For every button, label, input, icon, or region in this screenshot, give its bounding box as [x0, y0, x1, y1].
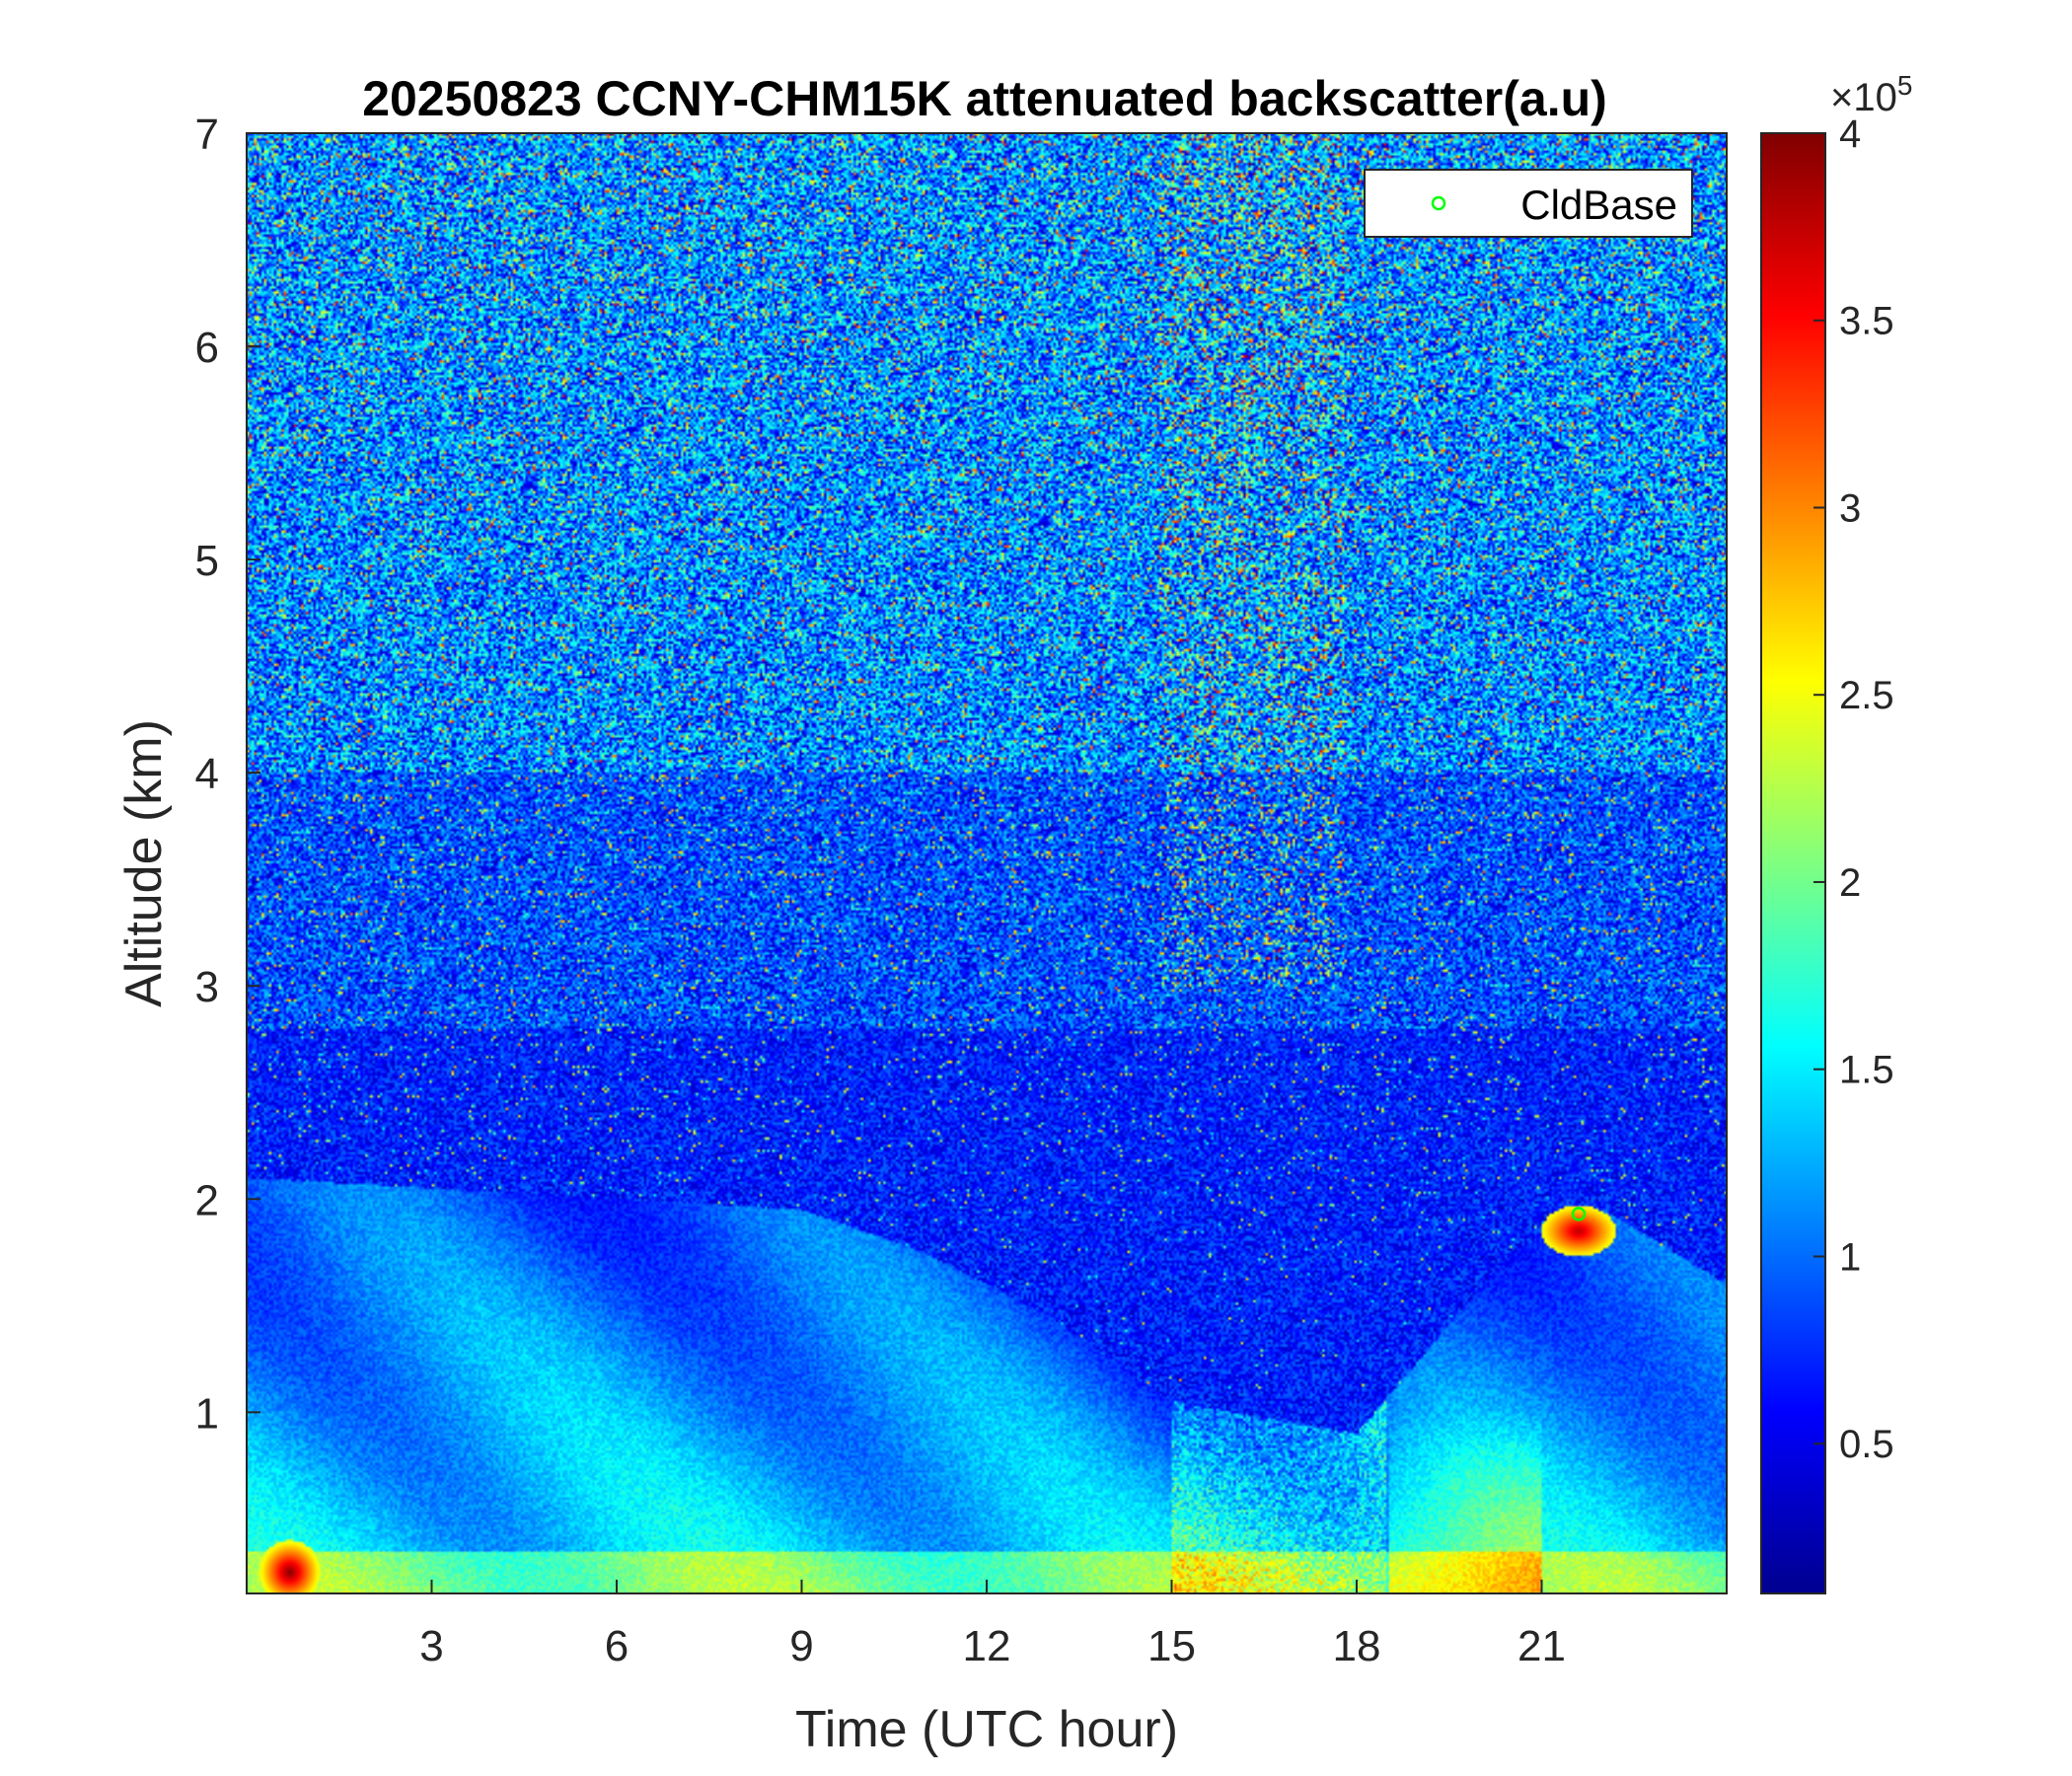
- chart-title: 20250823 CCNY-CHM15K attenuated backscat…: [362, 71, 1607, 126]
- y-tick-label: 1: [195, 1389, 219, 1438]
- x-tick-label: 21: [1517, 1622, 1566, 1670]
- colorbar-tick-label: 3: [1839, 486, 1861, 530]
- y-tick-label: 5: [195, 537, 219, 585]
- colorbar-tick-label: 1: [1839, 1235, 1861, 1279]
- y-tick-label: 3: [195, 963, 219, 1011]
- colorbar: 0.5 1 1.5 2 2.5 3 3.5 4 ×105: [1760, 70, 1912, 1594]
- backscatter-heatmap: [247, 133, 1727, 1593]
- colorbar-tick-label: 1.5: [1839, 1049, 1894, 1092]
- colorbar-tick-label: 2: [1839, 861, 1861, 905]
- x-axis: 3 6 9 12 15 18 21: [419, 1580, 1566, 1670]
- x-tick-label: 3: [419, 1622, 443, 1670]
- y-tick-label: 2: [195, 1176, 219, 1224]
- plot-area: [246, 132, 1728, 1594]
- x-tick-label: 6: [605, 1622, 629, 1670]
- legend-marker-cldbase: [1431, 195, 1446, 211]
- y-axis-label: Altitude (km): [115, 719, 173, 1007]
- legend-box: [1364, 169, 1693, 238]
- colorbar-tick-label: 3.5: [1839, 300, 1894, 343]
- cloud-base-point: [1571, 1207, 1587, 1221]
- colorbar-tick-label: 2.5: [1839, 674, 1894, 717]
- legend-label-cldbase: CldBase: [1520, 182, 1677, 228]
- colorbar-gradient: [1760, 132, 1826, 1594]
- legend: CldBase: [1364, 169, 1693, 238]
- colorbar-ticks: 0.5 1 1.5 2 2.5 3 3.5 4: [1813, 112, 1894, 1466]
- x-tick-label: 18: [1333, 1622, 1381, 1670]
- y-tick-label: 7: [195, 111, 219, 159]
- cloud-base-points: [1571, 1207, 1587, 1221]
- colorbar-exponent: ×105: [1830, 70, 1912, 119]
- colorbar-tick-label: 4: [1839, 112, 1861, 156]
- y-tick-label: 6: [195, 324, 219, 372]
- x-tick-label: 12: [963, 1622, 1011, 1670]
- y-tick-label: 4: [195, 750, 219, 798]
- colorbar-tick-label: 0.5: [1839, 1423, 1894, 1466]
- x-tick-label: 9: [789, 1622, 813, 1670]
- y-axis: 1 2 3 4 5 6 7: [195, 111, 260, 1438]
- x-axis-label: Time (UTC hour): [795, 1701, 1178, 1758]
- x-tick-label: 15: [1147, 1622, 1196, 1670]
